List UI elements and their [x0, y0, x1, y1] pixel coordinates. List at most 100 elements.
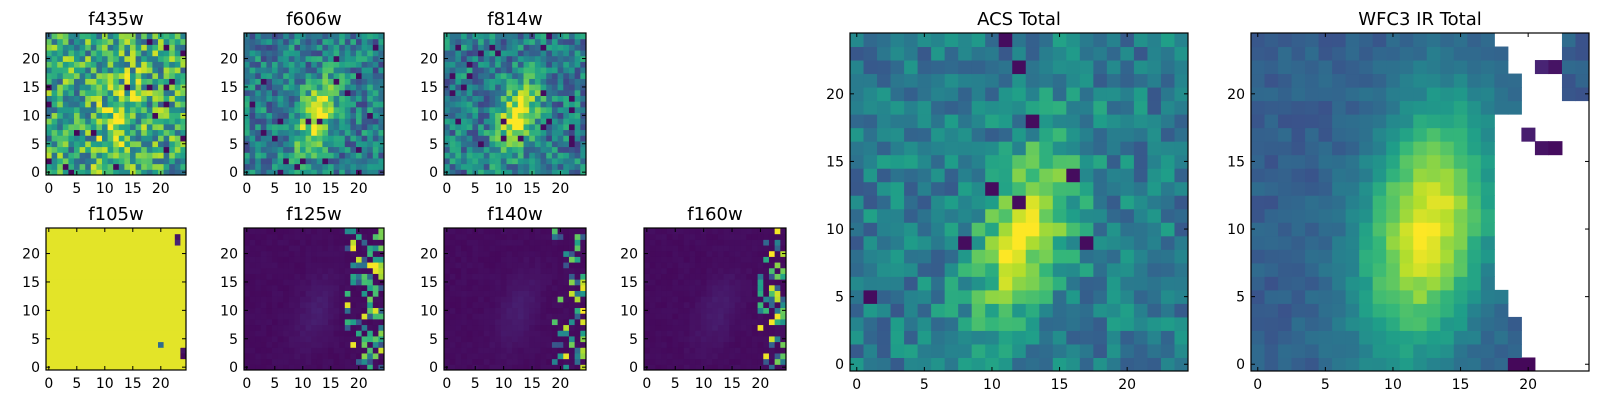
heatmap-cell — [107, 250, 114, 257]
heatmap-cell — [971, 168, 986, 183]
heatmap-cell — [272, 347, 279, 354]
heatmap-cell — [1025, 249, 1040, 264]
heatmap-cell — [283, 239, 290, 246]
heatmap-cell — [466, 106, 473, 114]
heatmap-cell — [557, 152, 564, 159]
heatmap-cell — [563, 256, 570, 263]
heatmap-cell — [322, 101, 329, 108]
heatmap-cell — [517, 129, 525, 136]
heatmap-cell — [141, 129, 148, 136]
heatmap-cell — [695, 358, 702, 365]
heatmap-cell — [260, 101, 267, 108]
heatmap-cell — [102, 157, 109, 165]
heatmap-cell — [249, 118, 256, 125]
heatmap-cell — [118, 341, 125, 348]
heatmap-cell — [551, 129, 559, 136]
heatmap-cell — [57, 284, 64, 291]
heatmap-cell — [706, 228, 713, 235]
heatmap-cell — [135, 330, 142, 337]
heatmap-cell — [1106, 289, 1121, 304]
heatmap-cell — [449, 84, 456, 91]
heatmap-cell — [249, 38, 256, 45]
heatmap-cell — [378, 50, 385, 57]
heatmap-cell — [311, 358, 318, 365]
heatmap-cell — [113, 279, 120, 286]
heatmap-cell — [311, 313, 318, 320]
heatmap-cell — [62, 239, 69, 246]
heatmap-cell — [931, 316, 946, 331]
heatmap-cell — [723, 341, 730, 348]
heatmap-cell — [51, 347, 58, 354]
heatmap-cell — [152, 245, 159, 252]
y-tick-label: 15 — [22, 275, 40, 291]
heatmap-cell — [512, 106, 519, 114]
heatmap-cell — [367, 152, 374, 159]
heatmap-cell — [850, 330, 865, 345]
heatmap-cell — [152, 335, 159, 343]
heatmap-cell — [152, 267, 159, 274]
heatmap-cell — [580, 157, 587, 165]
heatmap-cell — [461, 318, 468, 326]
heatmap-cell — [666, 245, 673, 252]
heatmap-cell — [316, 123, 323, 131]
heatmap-cell — [294, 296, 301, 303]
heatmap-cell — [746, 341, 753, 348]
heatmap-cell — [311, 129, 318, 136]
heatmap-cell — [118, 89, 125, 96]
heatmap-cell — [483, 163, 490, 170]
heatmap-cell — [723, 239, 730, 246]
heatmap-cell — [322, 61, 329, 68]
heatmap-cell — [57, 61, 64, 68]
heatmap-cell — [339, 267, 346, 274]
heatmap-cell — [495, 61, 502, 68]
heatmap-cell — [461, 123, 468, 131]
heatmap-cell — [283, 33, 290, 40]
heatmap-cell — [272, 123, 279, 131]
heatmap-cell — [316, 313, 323, 320]
heatmap-cell — [655, 245, 662, 252]
heatmap-cell — [85, 123, 92, 131]
heatmap-cell — [768, 279, 776, 286]
heatmap-cell — [124, 61, 131, 68]
heatmap-cell — [124, 169, 131, 176]
heatmap-cell — [768, 245, 776, 252]
heatmap-cell — [1012, 181, 1027, 196]
heatmap-cell — [757, 358, 764, 365]
heatmap-cell — [124, 256, 131, 263]
heatmap-cell — [751, 239, 759, 246]
heatmap-cell — [328, 284, 335, 291]
heatmap-cell — [751, 347, 759, 354]
heatmap-cell — [300, 352, 307, 360]
heatmap-cell — [68, 256, 75, 263]
heatmap-cell — [506, 313, 513, 320]
heatmap-cell — [461, 101, 468, 108]
heatmap-cell — [466, 123, 473, 131]
heatmap-cell — [339, 61, 346, 68]
heatmap-cell — [356, 296, 363, 303]
heatmap-cell — [540, 95, 547, 102]
heatmap-cell — [288, 38, 295, 45]
heatmap-cell — [700, 296, 707, 303]
heatmap-cell — [249, 250, 256, 257]
axes-frame — [443, 227, 587, 371]
heatmap-cell — [283, 140, 290, 148]
heatmap-cell — [655, 296, 662, 303]
heatmap-cell — [717, 335, 725, 343]
heatmap-cell — [529, 140, 536, 148]
heatmap-cell — [1066, 208, 1081, 223]
heatmap-cell — [466, 301, 473, 309]
heatmap-cell — [294, 44, 301, 51]
heatmap-cell — [706, 324, 713, 331]
heatmap-cell — [249, 256, 256, 263]
heatmap-cell — [272, 250, 279, 257]
heatmap-cell — [563, 313, 570, 320]
heatmap-cell — [917, 289, 932, 304]
heatmap-cell — [466, 135, 473, 142]
heatmap-cell — [540, 89, 547, 96]
heatmap-cell — [500, 61, 507, 68]
heatmap-cell — [672, 352, 679, 360]
heatmap-cell — [300, 44, 307, 51]
heatmap-cell — [62, 273, 69, 280]
heatmap-cell — [780, 267, 787, 274]
